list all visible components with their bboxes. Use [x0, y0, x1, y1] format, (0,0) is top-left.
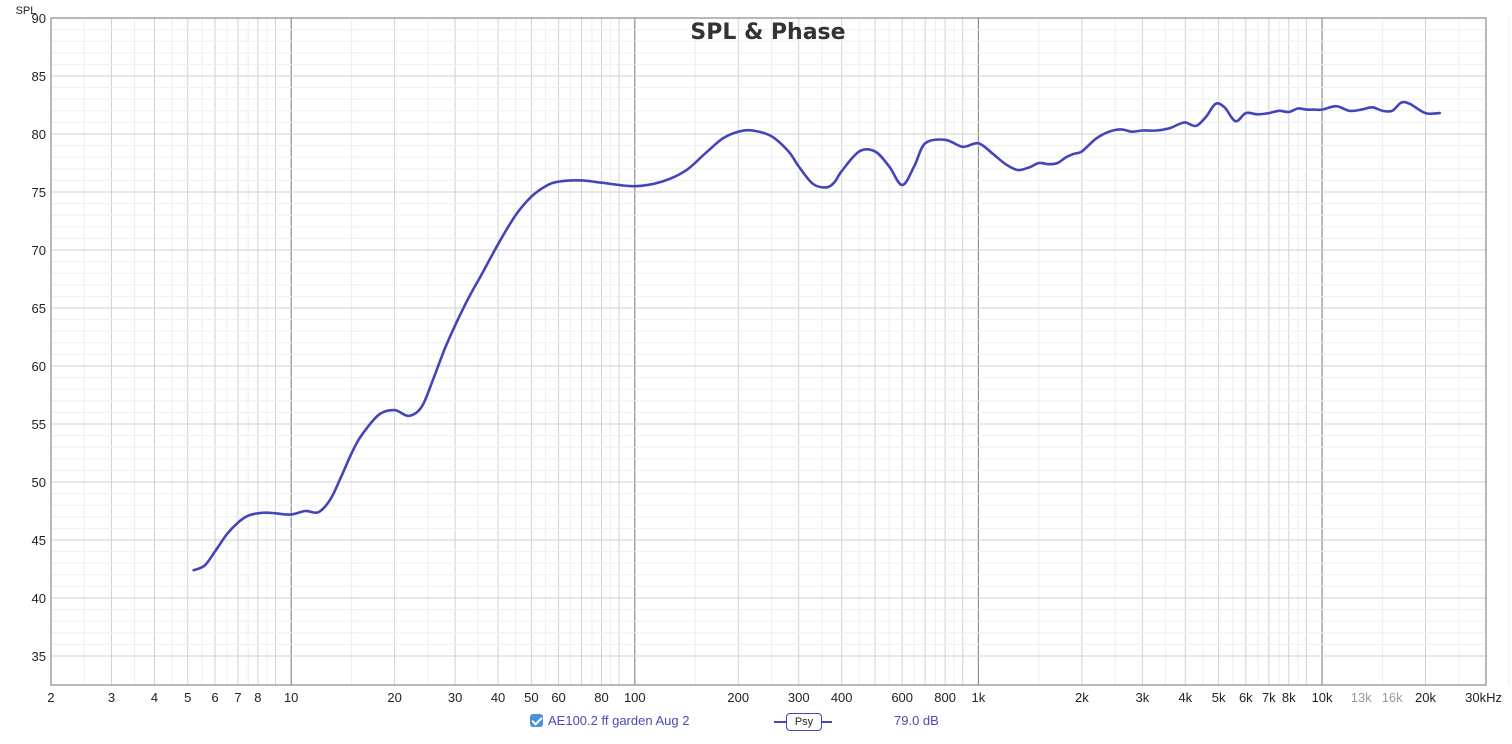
x-tick-label: 6 — [211, 690, 218, 705]
x-tick-label: 20 — [387, 690, 401, 705]
x-tick-label: 7k — [1262, 690, 1276, 705]
x-tick-label: 80 — [594, 690, 608, 705]
chart-title: SPL & Phase — [690, 20, 845, 45]
y-tick-label: 60 — [32, 359, 46, 374]
y-axis-label: SPL — [16, 5, 37, 17]
x-tick-label: 600 — [891, 690, 913, 705]
x-tick-label: 5k — [1212, 690, 1226, 705]
x-tick-label: 2k — [1075, 690, 1089, 705]
x-tick-label: 16k — [1382, 690, 1403, 705]
y-tick-label: 45 — [32, 533, 46, 548]
x-tick-label: 1k — [972, 690, 986, 705]
x-tick-label: 40 — [491, 690, 505, 705]
x-tick-label: 10k — [1312, 690, 1333, 705]
y-tick-label: 70 — [32, 243, 46, 258]
spl-chart: SPL & Phase SPL 354045505560657075808590… — [16, 5, 1510, 705]
series-line — [192, 100, 1441, 572]
x-tick-label: 100 — [624, 690, 646, 705]
x-tick-label: 2 — [47, 690, 54, 705]
x-tick-label: 10 — [284, 690, 298, 705]
x-tick-label: 30 — [448, 690, 462, 705]
x-tick-label: 13k — [1351, 690, 1372, 705]
x-tick-label: 8k — [1282, 690, 1296, 705]
x-tick-label: 3 — [108, 690, 115, 705]
x-tick-label: 20k — [1415, 690, 1436, 705]
y-tick-label: 75 — [32, 185, 46, 200]
y-tick-labels: 35 40 45 50 55 60 65 70 75 80 85 90 — [32, 11, 46, 664]
plot-frame — [50, 17, 1487, 686]
y-tick-label: 55 — [32, 417, 46, 432]
x-tick-label: 30kHz — [1465, 690, 1502, 705]
legend: AE100.2 ff garden Aug 2 Psy 79.0 dB — [0, 708, 1512, 738]
x-tick-label: 4 — [151, 690, 158, 705]
x-tick-label: 800 — [934, 690, 956, 705]
y-tick-label: 35 — [32, 649, 46, 664]
x-tick-label: 3k — [1136, 690, 1150, 705]
x-tick-labels: 2 3 4 5 6 7 8 10 20 30 40 50 60 80 100 200 300 400 600 800 1… — [47, 690, 1502, 705]
x-tick-label: 50 — [524, 690, 538, 705]
y-tick-label: 50 — [32, 475, 46, 490]
x-tick-label: 8 — [254, 690, 261, 705]
y-tick-label: 90 — [32, 11, 46, 26]
legend-series-name[interactable]: AE100.2 ff garden Aug 2 — [548, 713, 690, 728]
x-tick-label: 6k — [1239, 690, 1253, 705]
series-visibility-checkbox[interactable] — [530, 714, 543, 727]
x-tick-label: 200 — [727, 690, 749, 705]
x-tick-label: 60 — [551, 690, 565, 705]
smoothing-badge[interactable]: Psy — [786, 713, 822, 731]
y-tick-label: 65 — [32, 301, 46, 316]
x-tick-label: 300 — [788, 690, 810, 705]
x-tick-label: 400 — [831, 690, 853, 705]
x-tick-label: 4k — [1178, 690, 1192, 705]
x-tick-label: 5 — [184, 690, 191, 705]
y-tick-label: 80 — [32, 127, 46, 142]
y-tick-label: 40 — [32, 591, 46, 606]
grid-lines — [50, 17, 1510, 685]
y-tick-label: 85 — [32, 69, 46, 84]
cursor-value-readout: 79.0 dB — [894, 713, 939, 728]
x-tick-label: 7 — [234, 690, 241, 705]
